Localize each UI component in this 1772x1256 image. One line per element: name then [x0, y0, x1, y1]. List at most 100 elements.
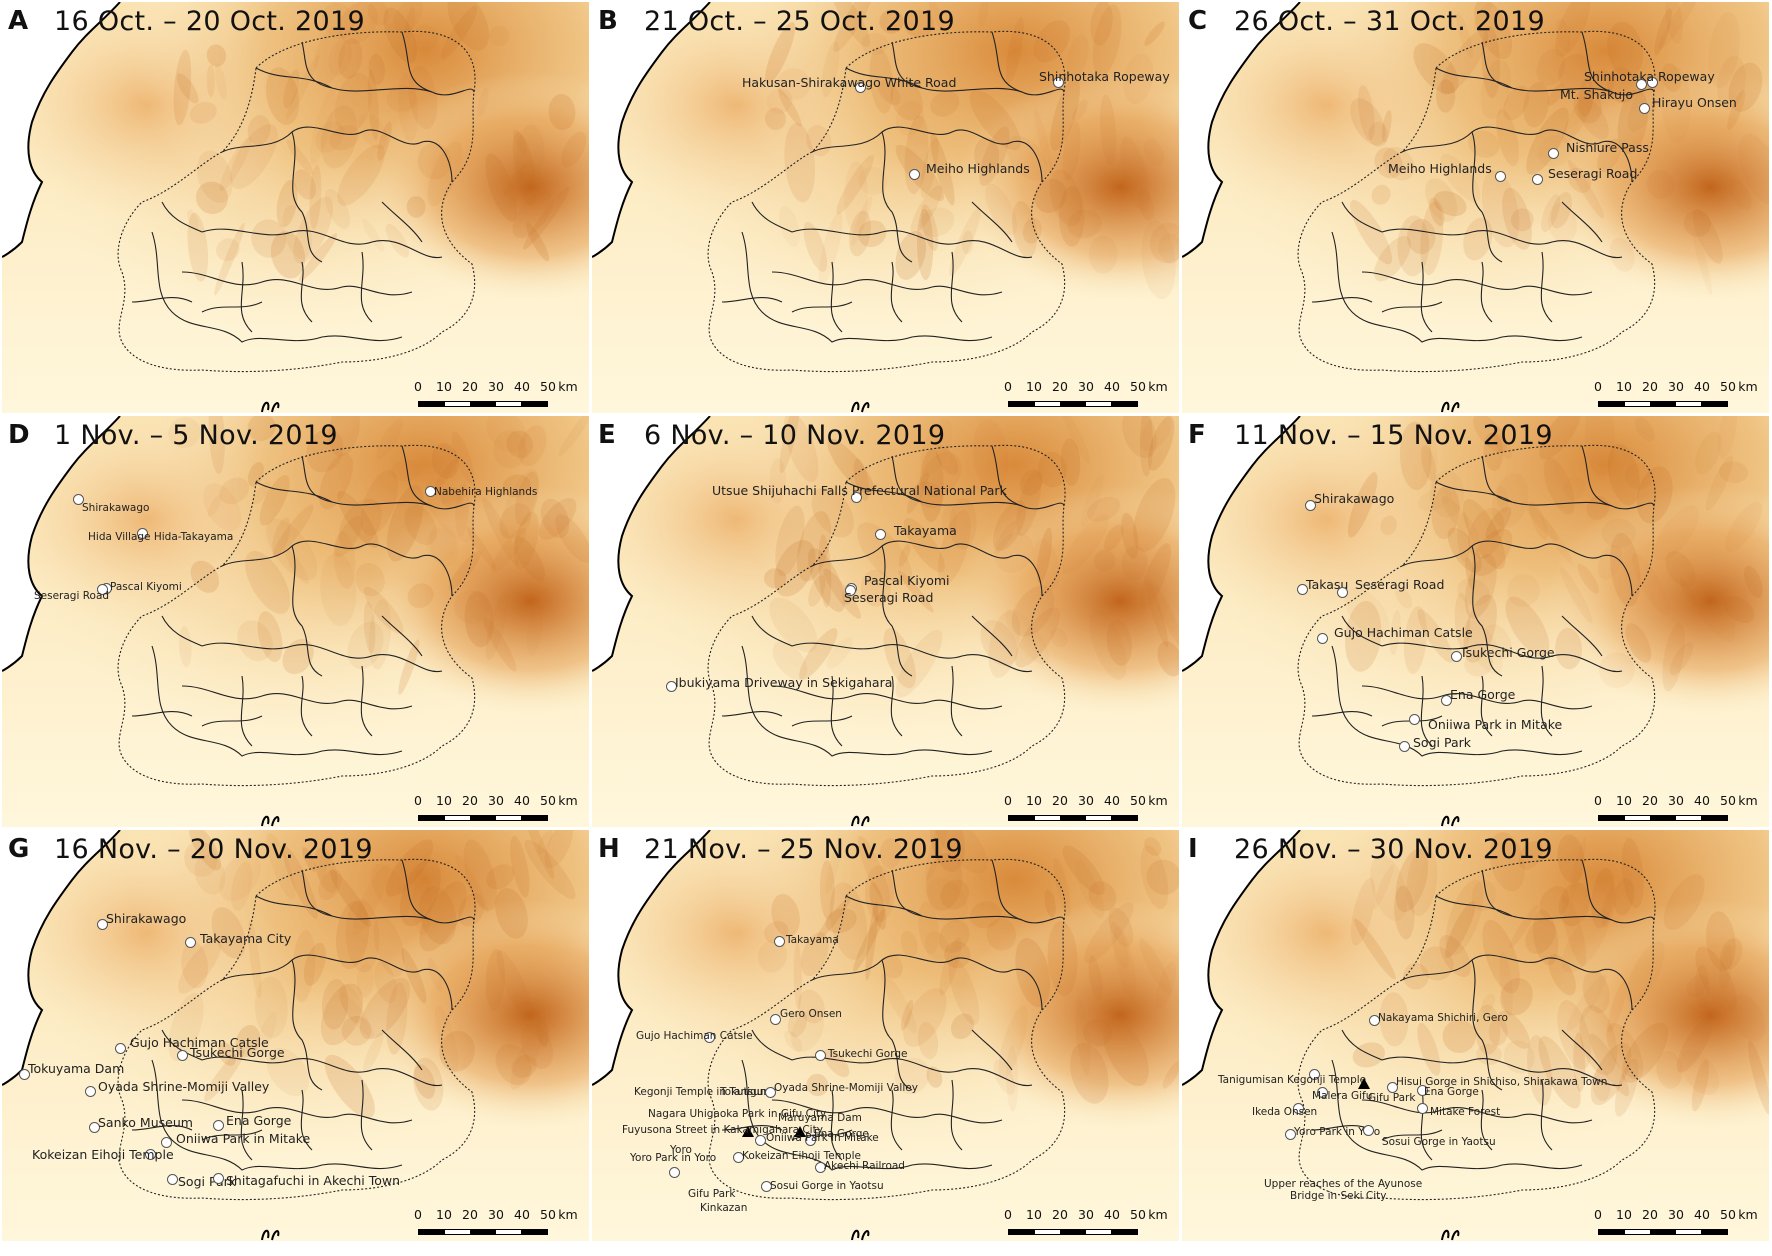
triangle-marker [742, 1126, 754, 1137]
scale-segment [1675, 816, 1702, 820]
circle-marker [167, 1174, 178, 1185]
place-label: Bridge in Seki City [1290, 1190, 1387, 1202]
scale-segment [1624, 816, 1651, 820]
place-label: Nishiure Pass [1566, 140, 1649, 155]
place-label: Kokeizan Eihoji Temple [32, 1147, 174, 1162]
scale-label: km [558, 1207, 578, 1222]
circle-marker [855, 82, 866, 93]
panel-date-range: 21 Oct. – 25 Oct. 2019 [644, 6, 955, 37]
place-label: Kegonji Temple in Tanigumi [634, 1086, 777, 1098]
scale-label: 10 [436, 379, 452, 394]
place-label: Seseragi Road [34, 590, 110, 602]
scale-bar-segments [418, 815, 548, 821]
place-label: Oyada Shrine-Momiji Valley [98, 1079, 270, 1094]
scale-segment [1034, 816, 1061, 820]
scale-segment [419, 816, 445, 820]
scale-label: 40 [514, 1207, 530, 1222]
circle-marker [1417, 1085, 1428, 1096]
scale-segment [470, 816, 496, 820]
scale-segment [495, 402, 522, 406]
panel-letter: D [8, 420, 30, 450]
scale-label: 10 [1026, 793, 1042, 808]
circle-marker [85, 1086, 96, 1097]
place-label: Gujo Hachiman Catsle [1334, 625, 1473, 640]
circle-marker [815, 1162, 826, 1173]
circle-marker [774, 936, 785, 947]
scale-segment [1034, 402, 1061, 406]
circle-marker [1451, 651, 1462, 662]
circle-marker [73, 494, 84, 505]
place-label: Sanko Museum [98, 1115, 193, 1130]
scale-segment [1701, 402, 1727, 406]
scale-label: 10 [1026, 379, 1042, 394]
place-label: Tsukechi Gorge [190, 1045, 285, 1060]
scale-label: 40 [1104, 1207, 1120, 1222]
scale-bar: 0 10 20 30 40 50 km [1004, 379, 1168, 409]
scale-segment [1009, 1230, 1035, 1234]
scale-label: 20 [1052, 379, 1068, 394]
circle-marker [761, 1181, 772, 1192]
scale-label: 20 [1642, 379, 1658, 394]
place-label: Ena Gorge [226, 1113, 292, 1128]
scale-label: 50 [540, 1207, 556, 1222]
map-panel-d: D 1 Nov. – 5 Nov. 2019 Shirakawago Nabehira… [2, 416, 589, 827]
place-label: Tsukechi Gorge [828, 1048, 908, 1060]
panel-date-range: 26 Oct. – 31 Oct. 2019 [1234, 6, 1545, 37]
scale-bar: 0 10 20 30 40 50 km [1594, 793, 1758, 823]
terrain-map [592, 416, 1179, 827]
scale-segment [521, 816, 547, 820]
scale-segment [1599, 1230, 1625, 1234]
scale-segment [1111, 1230, 1137, 1234]
scale-label: km [558, 793, 578, 808]
place-label: Pascal Kiyomi [110, 581, 182, 593]
place-label: Hida Village Hida-Takayama [88, 531, 234, 543]
circle-marker [875, 529, 886, 540]
scale-segment [1599, 402, 1625, 406]
scale-segment [1060, 1230, 1086, 1234]
scale-segment [444, 816, 471, 820]
place-label: Malera Gifu [1312, 1090, 1373, 1102]
place-label: Gifu Park [1368, 1092, 1416, 1104]
scale-label: 20 [462, 379, 478, 394]
place-label: Oniiwa Park in Mitake [1428, 717, 1563, 732]
scale-segment [1701, 1230, 1727, 1234]
scale-label: 50 [540, 793, 556, 808]
scale-label: 50 [1720, 1207, 1736, 1222]
place-label: Meiho Highlands [926, 161, 1030, 176]
scale-label: 10 [1616, 793, 1632, 808]
scale-segment [1701, 816, 1727, 820]
place-label: Ena Gorge [814, 1128, 869, 1140]
map-panel-i: I 26 Nov. – 30 Nov. 2019 Nakayama Shichiri… [1182, 830, 1769, 1241]
place-label: Kinkazan [700, 1202, 748, 1214]
scale-bar: 0 10 20 30 40 50 km [1594, 1207, 1758, 1237]
circle-marker [733, 1152, 744, 1163]
scale-label: km [1148, 793, 1168, 808]
terrain-map [2, 830, 589, 1241]
scale-label: km [1738, 1207, 1758, 1222]
scale-label: 10 [436, 1207, 452, 1222]
place-label: Yoro Park in Yoro [630, 1152, 717, 1164]
map-panel-h: H 21 Nov. – 25 Nov. 2019 Takayama Gero Onse… [592, 830, 1179, 1241]
scale-label: 50 [1130, 793, 1146, 808]
place-label: Maruyama Dam [778, 1112, 862, 1124]
place-label: Upper reaches of the Ayunose [1264, 1178, 1423, 1190]
scale-segment [1624, 1230, 1651, 1234]
circle-marker [805, 1135, 816, 1146]
circle-marker [845, 585, 856, 596]
place-label: Oyada Shrine-Momiji Valley [774, 1082, 918, 1094]
scale-label: 10 [1616, 1207, 1632, 1222]
place-label: Hirayu Onsen [1652, 95, 1737, 110]
circle-marker [97, 584, 108, 595]
scale-bar-segments [418, 1229, 548, 1235]
place-label: Tokutsumi [720, 1086, 773, 1098]
scale-bar: 0 10 20 30 40 50 km [414, 1207, 578, 1237]
place-label: Oniiwa Park in Mitake [766, 1132, 879, 1144]
circle-marker [115, 1043, 126, 1054]
scale-bar-segments [1008, 401, 1138, 407]
scale-segment [444, 402, 471, 406]
circle-marker [909, 169, 920, 180]
panel-date-range: 21 Nov. – 25 Nov. 2019 [644, 834, 963, 865]
circle-marker [669, 1167, 680, 1178]
place-label: Sosui Gorge in Yaotsu [770, 1180, 884, 1192]
scale-label: 10 [1026, 1207, 1042, 1222]
